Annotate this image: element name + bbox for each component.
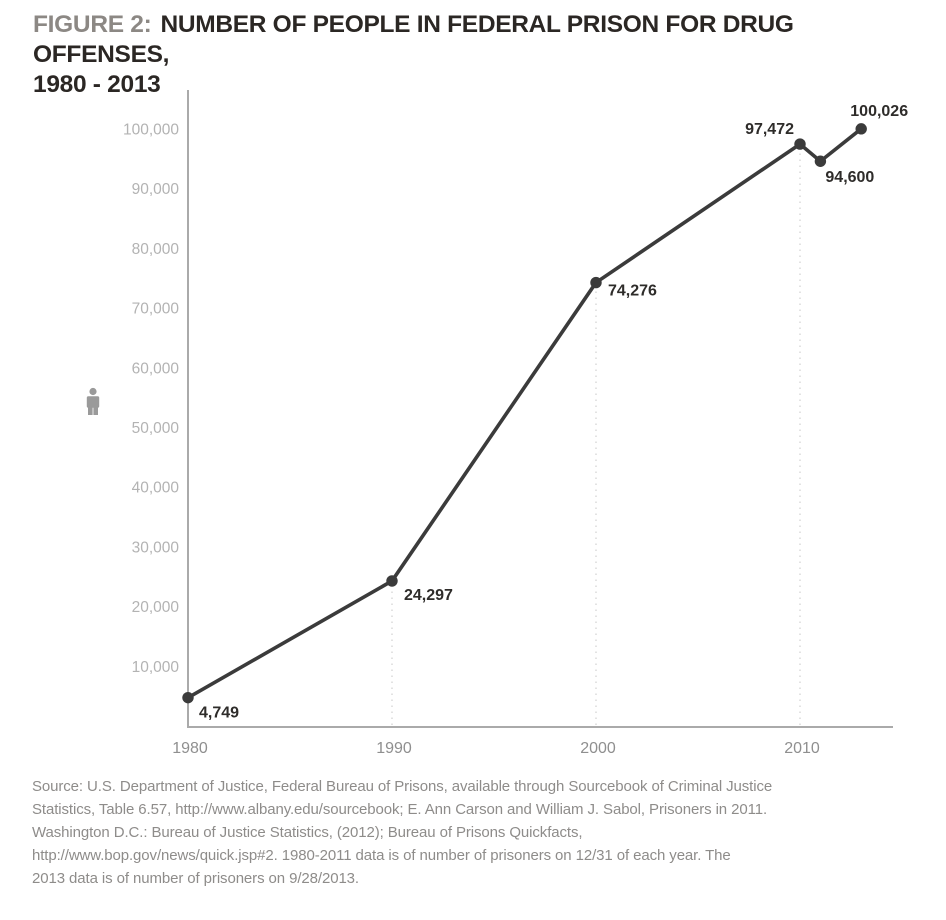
- source-note: Source: U.S. Department of Justice, Fede…: [32, 775, 922, 890]
- y-tick-label: 60,000: [132, 360, 180, 377]
- y-tick-label: 100,000: [123, 122, 179, 139]
- person-icon: [86, 387, 100, 415]
- y-tick-label: 80,000: [132, 241, 180, 258]
- x-tick-label: 1980: [172, 740, 208, 757]
- source-line: Statistics, Table 6.57, http://www.alban…: [32, 801, 768, 818]
- data-point-label: 4,749: [199, 705, 239, 722]
- data-point: [814, 155, 827, 167]
- data-point-label: 100,026: [850, 103, 908, 120]
- data-point-label: 94,600: [825, 169, 874, 186]
- data-point: [182, 691, 194, 704]
- data-point-label: 74,276: [608, 283, 657, 300]
- data-point: [590, 276, 602, 289]
- y-tick-label: 20,000: [132, 599, 180, 616]
- data-point-label: 24,297: [404, 587, 453, 604]
- person-icon-part: [93, 406, 98, 415]
- figure-title-line2: 1980 - 2013: [33, 71, 161, 98]
- data-point-label: 97,472: [745, 121, 794, 138]
- x-tick-label: 2000: [580, 740, 616, 757]
- data-point: [794, 138, 806, 150]
- person-icon-part: [86, 396, 100, 408]
- data-point: [855, 123, 867, 135]
- person-icon-part: [89, 387, 97, 396]
- x-tick-label: 2010: [784, 740, 820, 757]
- y-tick-label: 90,000: [132, 181, 180, 198]
- y-tick-label: 50,000: [132, 420, 180, 437]
- source-line: 2013 data is of number of prisoners on 9…: [32, 870, 359, 887]
- x-tick-label: 1990: [376, 740, 412, 757]
- figure-label: FIGURE 2:: [33, 11, 152, 38]
- y-tick-label: 10,000: [132, 659, 180, 676]
- source-line: http://www.bop.gov/news/quick.jsp#2. 198…: [32, 847, 731, 864]
- figure-title: FIGURE 2: NUMBER OF PEOPLE IN FEDERAL PRI…: [33, 10, 923, 100]
- data-point: [386, 575, 398, 587]
- person-icon-part: [88, 406, 93, 415]
- source-line: Source: U.S. Department of Justice, Fede…: [32, 778, 773, 795]
- source-line: Washington D.C.: Bureau of Justice Stati…: [32, 824, 583, 841]
- y-tick-label: 30,000: [132, 539, 180, 556]
- figure-title-text: NUMBER OF PEOPLE IN FEDERAL PRISON FOR D…: [33, 11, 794, 68]
- data-line: [186, 127, 864, 700]
- y-tick-label: 70,000: [132, 301, 180, 318]
- y-tick-label: 40,000: [132, 480, 180, 497]
